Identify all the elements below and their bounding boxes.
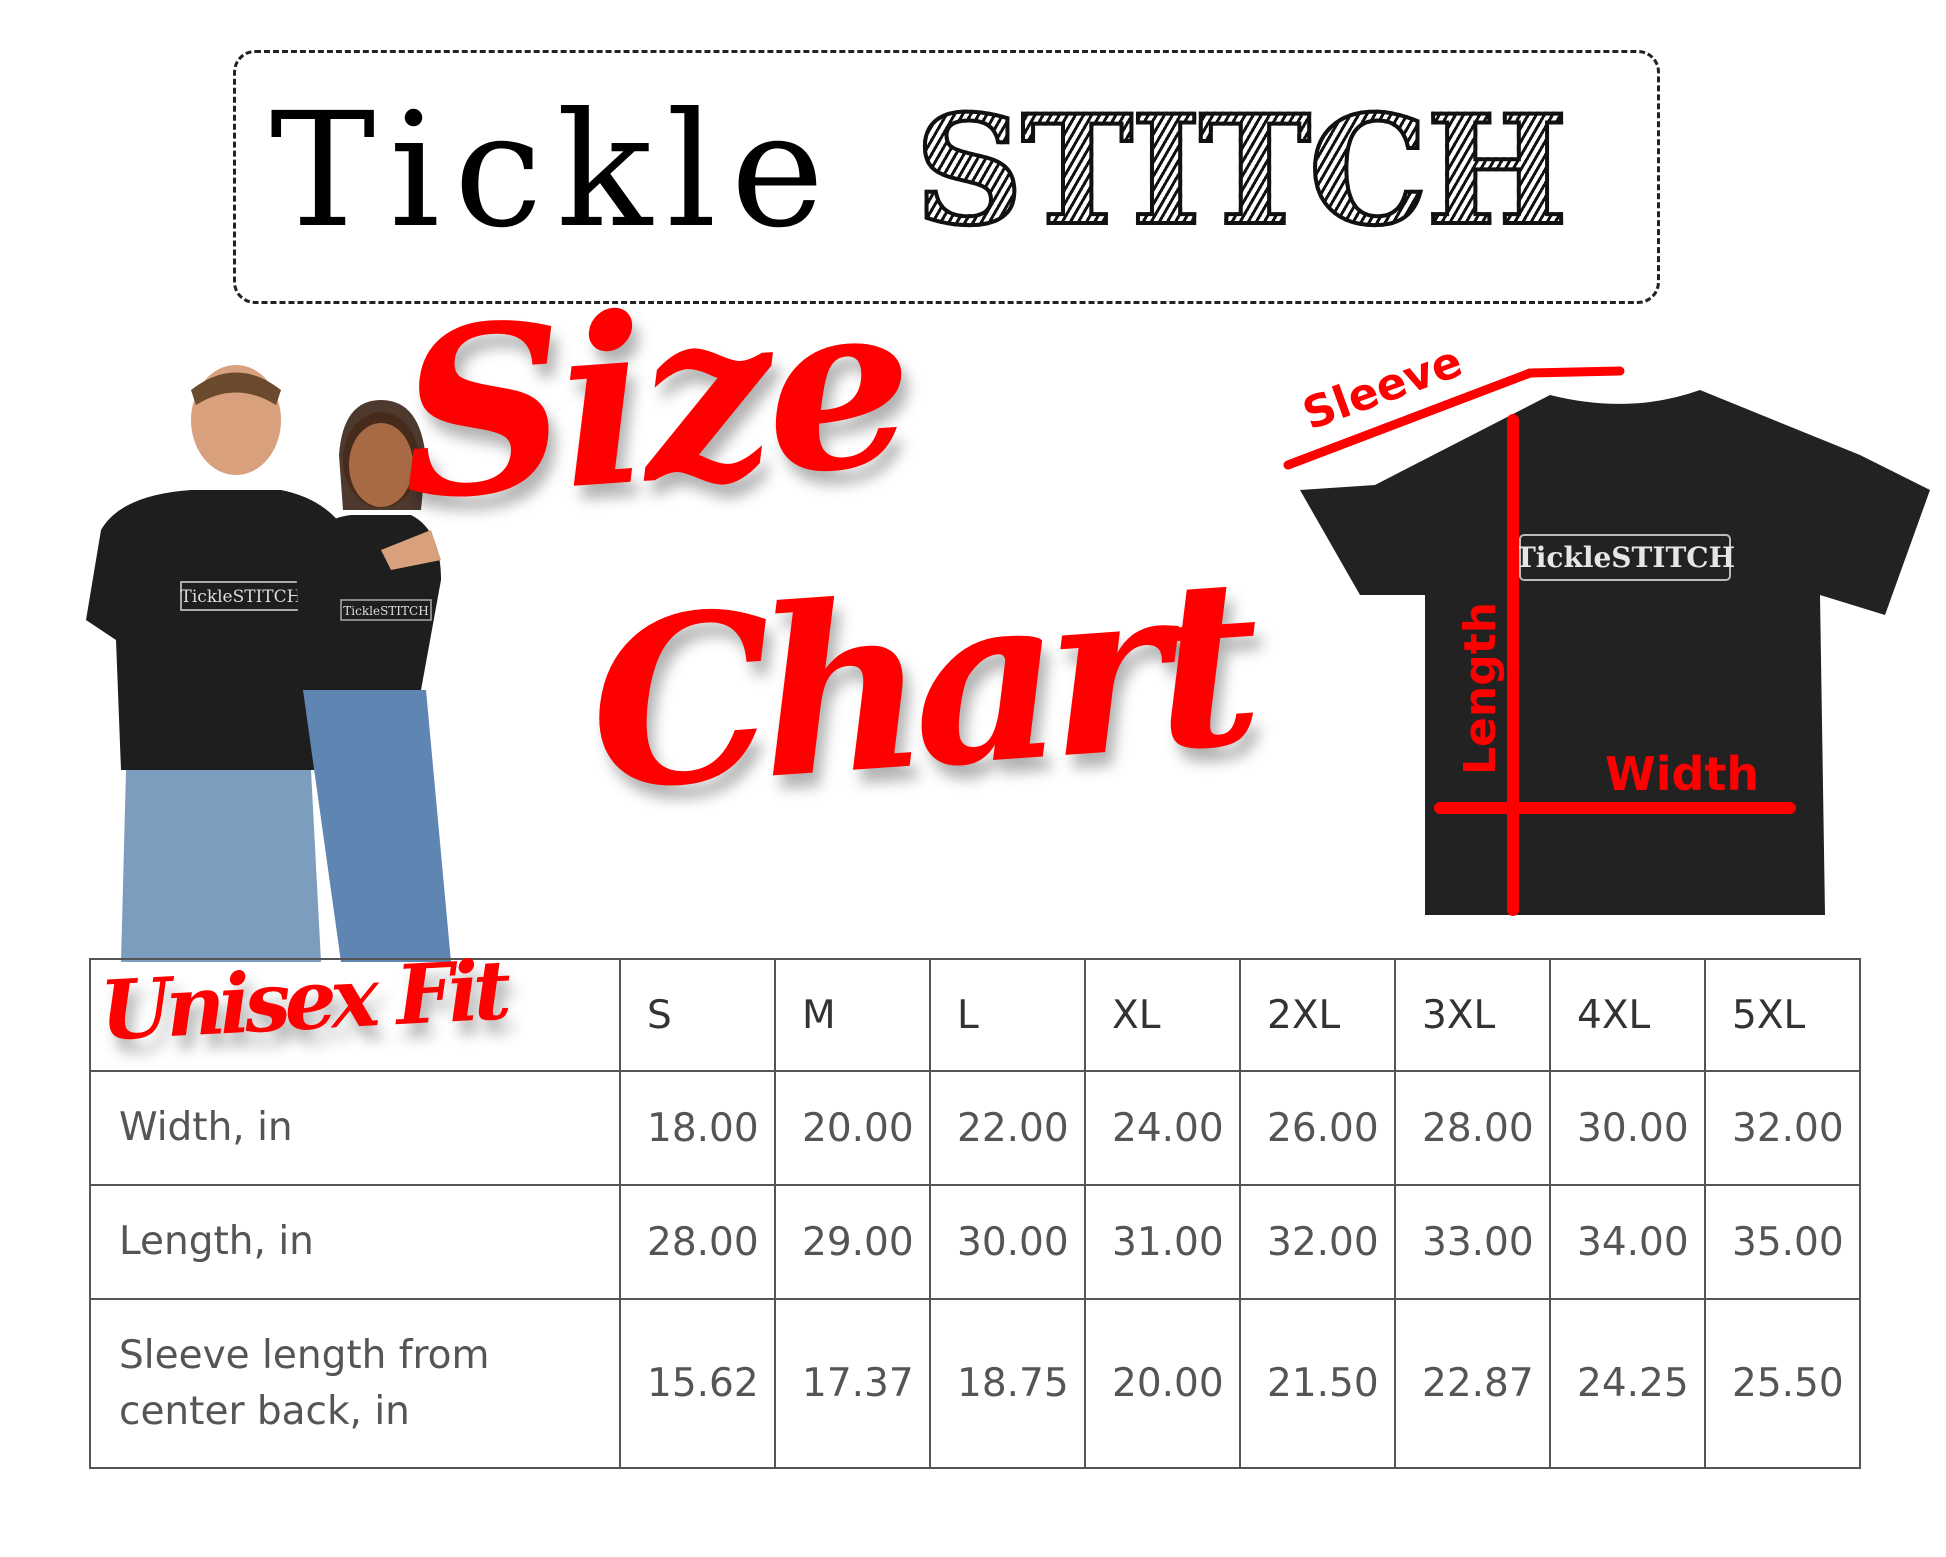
unisex-fit-label: Unisex Fit	[97, 942, 508, 1060]
table-cell: 31.00	[1084, 1184, 1241, 1300]
length-label: Length	[1455, 602, 1506, 775]
size-header: 5XL	[1704, 958, 1861, 1072]
row-label: Width, in	[89, 1070, 621, 1186]
table-row-sleeve: Sleeve length from center back, in 15.62…	[89, 1298, 1861, 1469]
size-table: S M L XL 2XL 3XL 4XL 5XL Width, in 18.00…	[89, 958, 1861, 1469]
logo-stitch: STITCH	[913, 83, 1570, 259]
table-cell: 34.00	[1549, 1184, 1706, 1300]
table-cell: 30.00	[929, 1184, 1086, 1300]
size-header: L	[929, 958, 1086, 1072]
table-cell: 26.00	[1239, 1070, 1396, 1186]
logo-frame	[233, 50, 1660, 304]
table-cell: 22.87	[1394, 1298, 1551, 1469]
table-cell: 29.00	[774, 1184, 931, 1300]
man-shirt-logo: TickleSTITCH	[181, 587, 302, 607]
header-corner	[89, 958, 621, 1072]
size-header: 3XL	[1394, 958, 1551, 1072]
width-label: Width	[1605, 747, 1759, 801]
title-chart: Chart	[581, 527, 1256, 843]
woman-shirt-logo: TickleSTITCH	[343, 604, 428, 618]
table-cell: 21.50	[1239, 1298, 1396, 1469]
title-size: Size	[391, 247, 916, 553]
table-cell: 15.62	[619, 1298, 776, 1469]
table-cell: 22.00	[929, 1070, 1086, 1186]
table-cell: 30.00	[1549, 1070, 1706, 1186]
shirt-shape	[1300, 390, 1930, 915]
table-cell: 32.00	[1239, 1184, 1396, 1300]
table-cell: 25.50	[1704, 1298, 1861, 1469]
table-cell: 28.00	[619, 1184, 776, 1300]
table-cell: 24.25	[1549, 1298, 1706, 1469]
table-cell: 17.37	[774, 1298, 931, 1469]
row-label: Length, in	[89, 1184, 621, 1300]
table-cell: 18.00	[619, 1070, 776, 1186]
size-header: XL	[1084, 958, 1241, 1072]
shirt-measurement-diagram: TickleSTITCH Sleeve Length Width	[1283, 345, 1930, 916]
table-cell: 24.00	[1084, 1070, 1241, 1186]
table-cell: 35.00	[1704, 1184, 1861, 1300]
models-photo: TickleSTITCH TickleSTITCH	[86, 365, 451, 962]
table-row-width: Width, in 18.00 20.00 22.00 24.00 26.00 …	[89, 1070, 1861, 1186]
table-cell: 32.00	[1704, 1070, 1861, 1186]
size-header: S	[619, 958, 776, 1072]
shirt-logo: TickleSTITCH	[1515, 541, 1735, 574]
table-cell: 28.00	[1394, 1070, 1551, 1186]
size-header: 4XL	[1549, 958, 1706, 1072]
table-cell: 33.00	[1394, 1184, 1551, 1300]
table-cell: 20.00	[1084, 1298, 1241, 1469]
table-header-row: S M L XL 2XL 3XL 4XL 5XL	[89, 958, 1861, 1072]
row-label: Sleeve length from center back, in	[89, 1298, 621, 1469]
logo-tickle: Tickle	[270, 79, 839, 263]
table-cell: 18.75	[929, 1298, 1086, 1469]
table-row-length: Length, in 28.00 29.00 30.00 31.00 32.00…	[89, 1184, 1861, 1300]
size-header: M	[774, 958, 931, 1072]
size-header: 2XL	[1239, 958, 1396, 1072]
table-cell: 20.00	[774, 1070, 931, 1186]
